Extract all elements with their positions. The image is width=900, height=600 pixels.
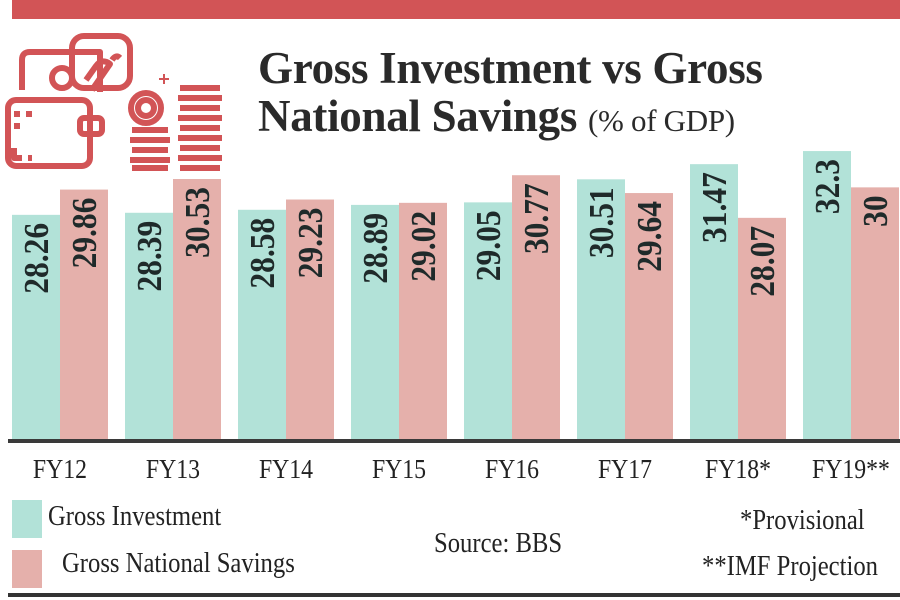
x-tick-label: FY19** (812, 454, 890, 485)
top-accent-bar (12, 0, 900, 19)
legend-label-investment: Gross Investment (48, 500, 222, 532)
title-line-1: Gross Investment vs Gross (258, 43, 763, 93)
bar-savings-FY17 (625, 193, 673, 440)
x-tick-label: FY16 (485, 454, 539, 485)
data-label: 28.26 (18, 223, 57, 294)
data-label: 32.3 (809, 159, 848, 214)
provisional-note: *Provisional (740, 504, 865, 536)
chart-title: Gross Investment vs Gross National Savin… (258, 44, 763, 145)
data-label: 28.89 (357, 213, 396, 284)
bar-savings-FY16 (512, 175, 560, 441)
x-tick-label: FY14 (259, 454, 313, 485)
bar-investment-FY12 (12, 214, 60, 440)
data-label: 28.39 (131, 221, 170, 292)
bottom-rule (8, 593, 900, 597)
bar-investment-FY13 (125, 212, 173, 440)
title-unit: (% of GDP) (588, 103, 735, 138)
bar-savings-FY14 (286, 199, 334, 440)
bar-savings-FY13 (173, 179, 221, 440)
bar-savings-FY15 (399, 202, 447, 440)
source-note: Source: BBS (434, 527, 563, 559)
bar-savings-FY19** (851, 187, 899, 440)
x-tick-label: FY13 (146, 454, 200, 485)
title-line-2: National Savings (258, 91, 578, 141)
bar-savings-FY18* (738, 217, 786, 440)
data-label: 29.05 (470, 210, 509, 281)
bar-investment-FY16 (464, 202, 512, 440)
data-label: 30 (857, 195, 896, 226)
bar-investment-FY18* (690, 164, 738, 440)
data-label: 30.53 (179, 187, 218, 258)
legend-swatch-savings (12, 550, 42, 588)
bar-investment-FY17 (577, 179, 625, 440)
projection-note: **IMF Projection (702, 550, 878, 582)
data-label: 29.02 (405, 211, 444, 282)
x-tick-label: FY18* (705, 454, 771, 485)
bar-investment-FY15 (351, 204, 399, 440)
wallet-coins-icon (5, 33, 222, 171)
legend-swatch-investment (12, 500, 42, 538)
data-label: 29.23 (292, 208, 331, 279)
x-tick-label: FY12 (33, 454, 87, 485)
data-label: 31.47 (696, 172, 735, 243)
x-tick-label: FY17 (598, 454, 652, 485)
data-label: 28.07 (744, 226, 783, 297)
data-label: 30.77 (518, 183, 557, 254)
data-label: 30.51 (583, 187, 622, 258)
bar-savings-FY12 (60, 189, 108, 440)
data-label: 29.86 (66, 198, 105, 269)
bar-investment-FY19** (803, 151, 851, 441)
x-axis-line (8, 439, 900, 443)
data-label: 29.64 (631, 201, 670, 272)
legend-label-savings: Gross National Savings (62, 547, 295, 579)
x-tick-label: FY15 (372, 454, 426, 485)
bar-investment-FY14 (238, 209, 286, 440)
data-label: 28.58 (244, 218, 283, 289)
